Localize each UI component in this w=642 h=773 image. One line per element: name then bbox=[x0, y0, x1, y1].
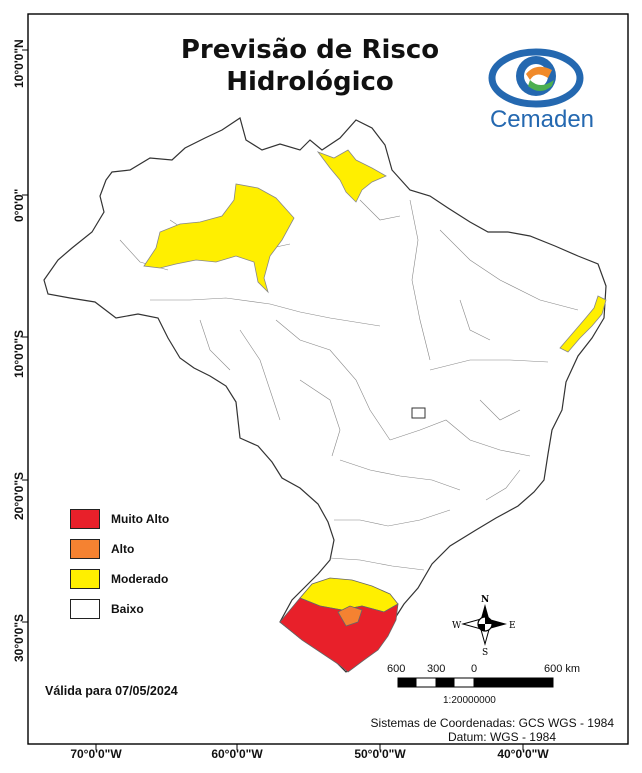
risk-area-rs-alto bbox=[337, 605, 363, 627]
svg-text:W: W bbox=[452, 621, 462, 631]
risk-area-amapa bbox=[316, 149, 387, 203]
coord-system: Sistemas de Coordenadas: GCS WGS - 1984 bbox=[370, 716, 614, 730]
title-line-2: Hidrológico bbox=[226, 67, 394, 97]
legend-item-baixo: Baixo bbox=[70, 598, 144, 620]
legend-swatch-muito-alto bbox=[70, 509, 100, 529]
tick-x-70w: 70°0'0"W bbox=[70, 747, 122, 761]
legend-swatch-baixo bbox=[70, 599, 100, 619]
tick-y-0: 0°0'0" bbox=[12, 188, 26, 222]
svg-text:S: S bbox=[482, 648, 488, 658]
legend-label-baixo: Baixo bbox=[111, 602, 144, 616]
risk-area-amazonas bbox=[143, 183, 295, 294]
brand-name: Cemaden bbox=[489, 106, 595, 133]
tick-y-10n: 10°0'0"N bbox=[12, 39, 26, 88]
scale-label-600-km: 600 km bbox=[544, 663, 581, 675]
svg-text:N: N bbox=[481, 595, 489, 605]
tick-x-40w: 40°0'0"W bbox=[497, 747, 549, 761]
federal-district bbox=[411, 407, 426, 419]
risk-area-rs-muito-alto bbox=[279, 597, 399, 673]
risk-area-coast bbox=[559, 295, 607, 353]
scale-label-600: 600 bbox=[387, 663, 406, 675]
map-title: Previsão de Risco Hidrológico bbox=[140, 34, 480, 98]
legend-item-alto: Alto bbox=[70, 538, 134, 560]
legend-swatch-alto bbox=[70, 539, 100, 559]
datum: Datum: WGS - 1984 bbox=[447, 730, 556, 744]
tick-y-10s: 10°0'0"S bbox=[12, 329, 26, 378]
legend-label-moderado: Moderado bbox=[111, 572, 169, 586]
tick-x-50w: 50°0'0"W bbox=[354, 747, 406, 761]
svg-text:E: E bbox=[509, 621, 516, 631]
north-arrow-icon: N S E W bbox=[452, 595, 516, 658]
legend-swatch-moderado bbox=[70, 569, 100, 589]
legend-item-moderado: Moderado bbox=[70, 568, 168, 590]
tick-y-20s: 20°0'0"S bbox=[12, 471, 26, 520]
scale-bar bbox=[397, 677, 554, 688]
legend-label-alto: Alto bbox=[111, 542, 135, 556]
scale-ratio: 1:20000000 bbox=[443, 695, 496, 706]
valid-date: Válida para 07/05/2024 bbox=[45, 684, 178, 698]
tick-x-60w: 60°0'0"W bbox=[211, 747, 263, 761]
title-line-1: Previsão de Risco bbox=[180, 35, 440, 65]
legend-item-muito-alto: Muito Alto bbox=[70, 508, 169, 530]
scale-label-300: 300 bbox=[427, 663, 446, 675]
legend-label-muito-alto: Muito Alto bbox=[111, 512, 170, 526]
cemaden-eye-icon bbox=[488, 48, 584, 108]
tick-y-30s: 30°0'0"S bbox=[12, 613, 26, 662]
scale-label-0: 0 bbox=[471, 663, 478, 675]
